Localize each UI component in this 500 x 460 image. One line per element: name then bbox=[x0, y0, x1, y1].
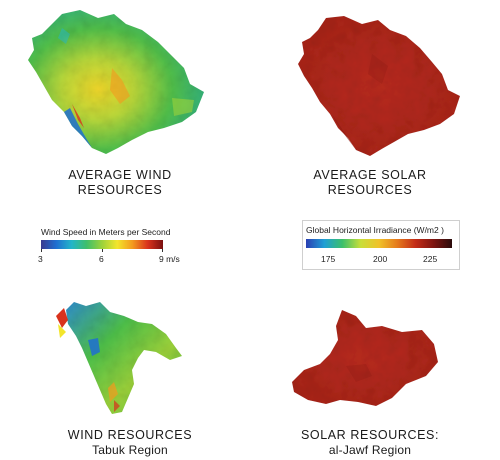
jawf-caption: SOLAR RESOURCES: al-Jawf Region bbox=[290, 428, 450, 458]
saudi-arabia-wind-map bbox=[28, 10, 204, 154]
wind-tick-9: 9 m/s bbox=[159, 254, 180, 264]
wind-tickmark-3 bbox=[41, 249, 42, 252]
solar-legend-title: Global Horizontal Irradiance (W/m2 ) bbox=[306, 225, 444, 235]
wind-legend-colorbar bbox=[41, 240, 163, 249]
wind-tickmark-6 bbox=[102, 249, 103, 252]
avg-wind-caption-line2: RESOURCES bbox=[77, 183, 163, 197]
solar-tick-225: 225 bbox=[423, 254, 438, 264]
wind-tick-6: 6 bbox=[99, 254, 104, 264]
avg-wind-caption-line1: AVERAGE WIND bbox=[68, 168, 172, 182]
wind-tickmark-9 bbox=[162, 249, 163, 252]
solar-tick-200: 200 bbox=[373, 254, 388, 264]
jawf-caption-line2: al-Jawf Region bbox=[328, 443, 412, 457]
avg-wind-caption: AVERAGE WIND RESOURCES bbox=[40, 168, 200, 198]
solar-tick-175: 175 bbox=[321, 254, 336, 264]
avg-solar-caption: AVERAGE SOLAR RESOURCES bbox=[290, 168, 450, 198]
tabuk-caption-line1: WIND RESOURCES bbox=[67, 428, 193, 442]
saudi-arabia-solar-map bbox=[298, 16, 460, 156]
solar-legend-colorbar bbox=[306, 239, 452, 248]
tabuk-caption-line2: Tabuk Region bbox=[92, 443, 168, 457]
al-jawf-region-solar-map bbox=[292, 310, 438, 406]
avg-solar-caption-line1: AVERAGE SOLAR bbox=[313, 168, 427, 182]
wind-tick-3: 3 bbox=[38, 254, 43, 264]
jawf-caption-line1: SOLAR RESOURCES: bbox=[300, 428, 440, 442]
tabuk-caption: WIND RESOURCES Tabuk Region bbox=[50, 428, 210, 458]
wind-legend-title: Wind Speed in Meters per Second bbox=[41, 227, 171, 237]
avg-solar-caption-line2: RESOURCES bbox=[327, 183, 413, 197]
tabuk-region-wind-map bbox=[56, 302, 182, 414]
